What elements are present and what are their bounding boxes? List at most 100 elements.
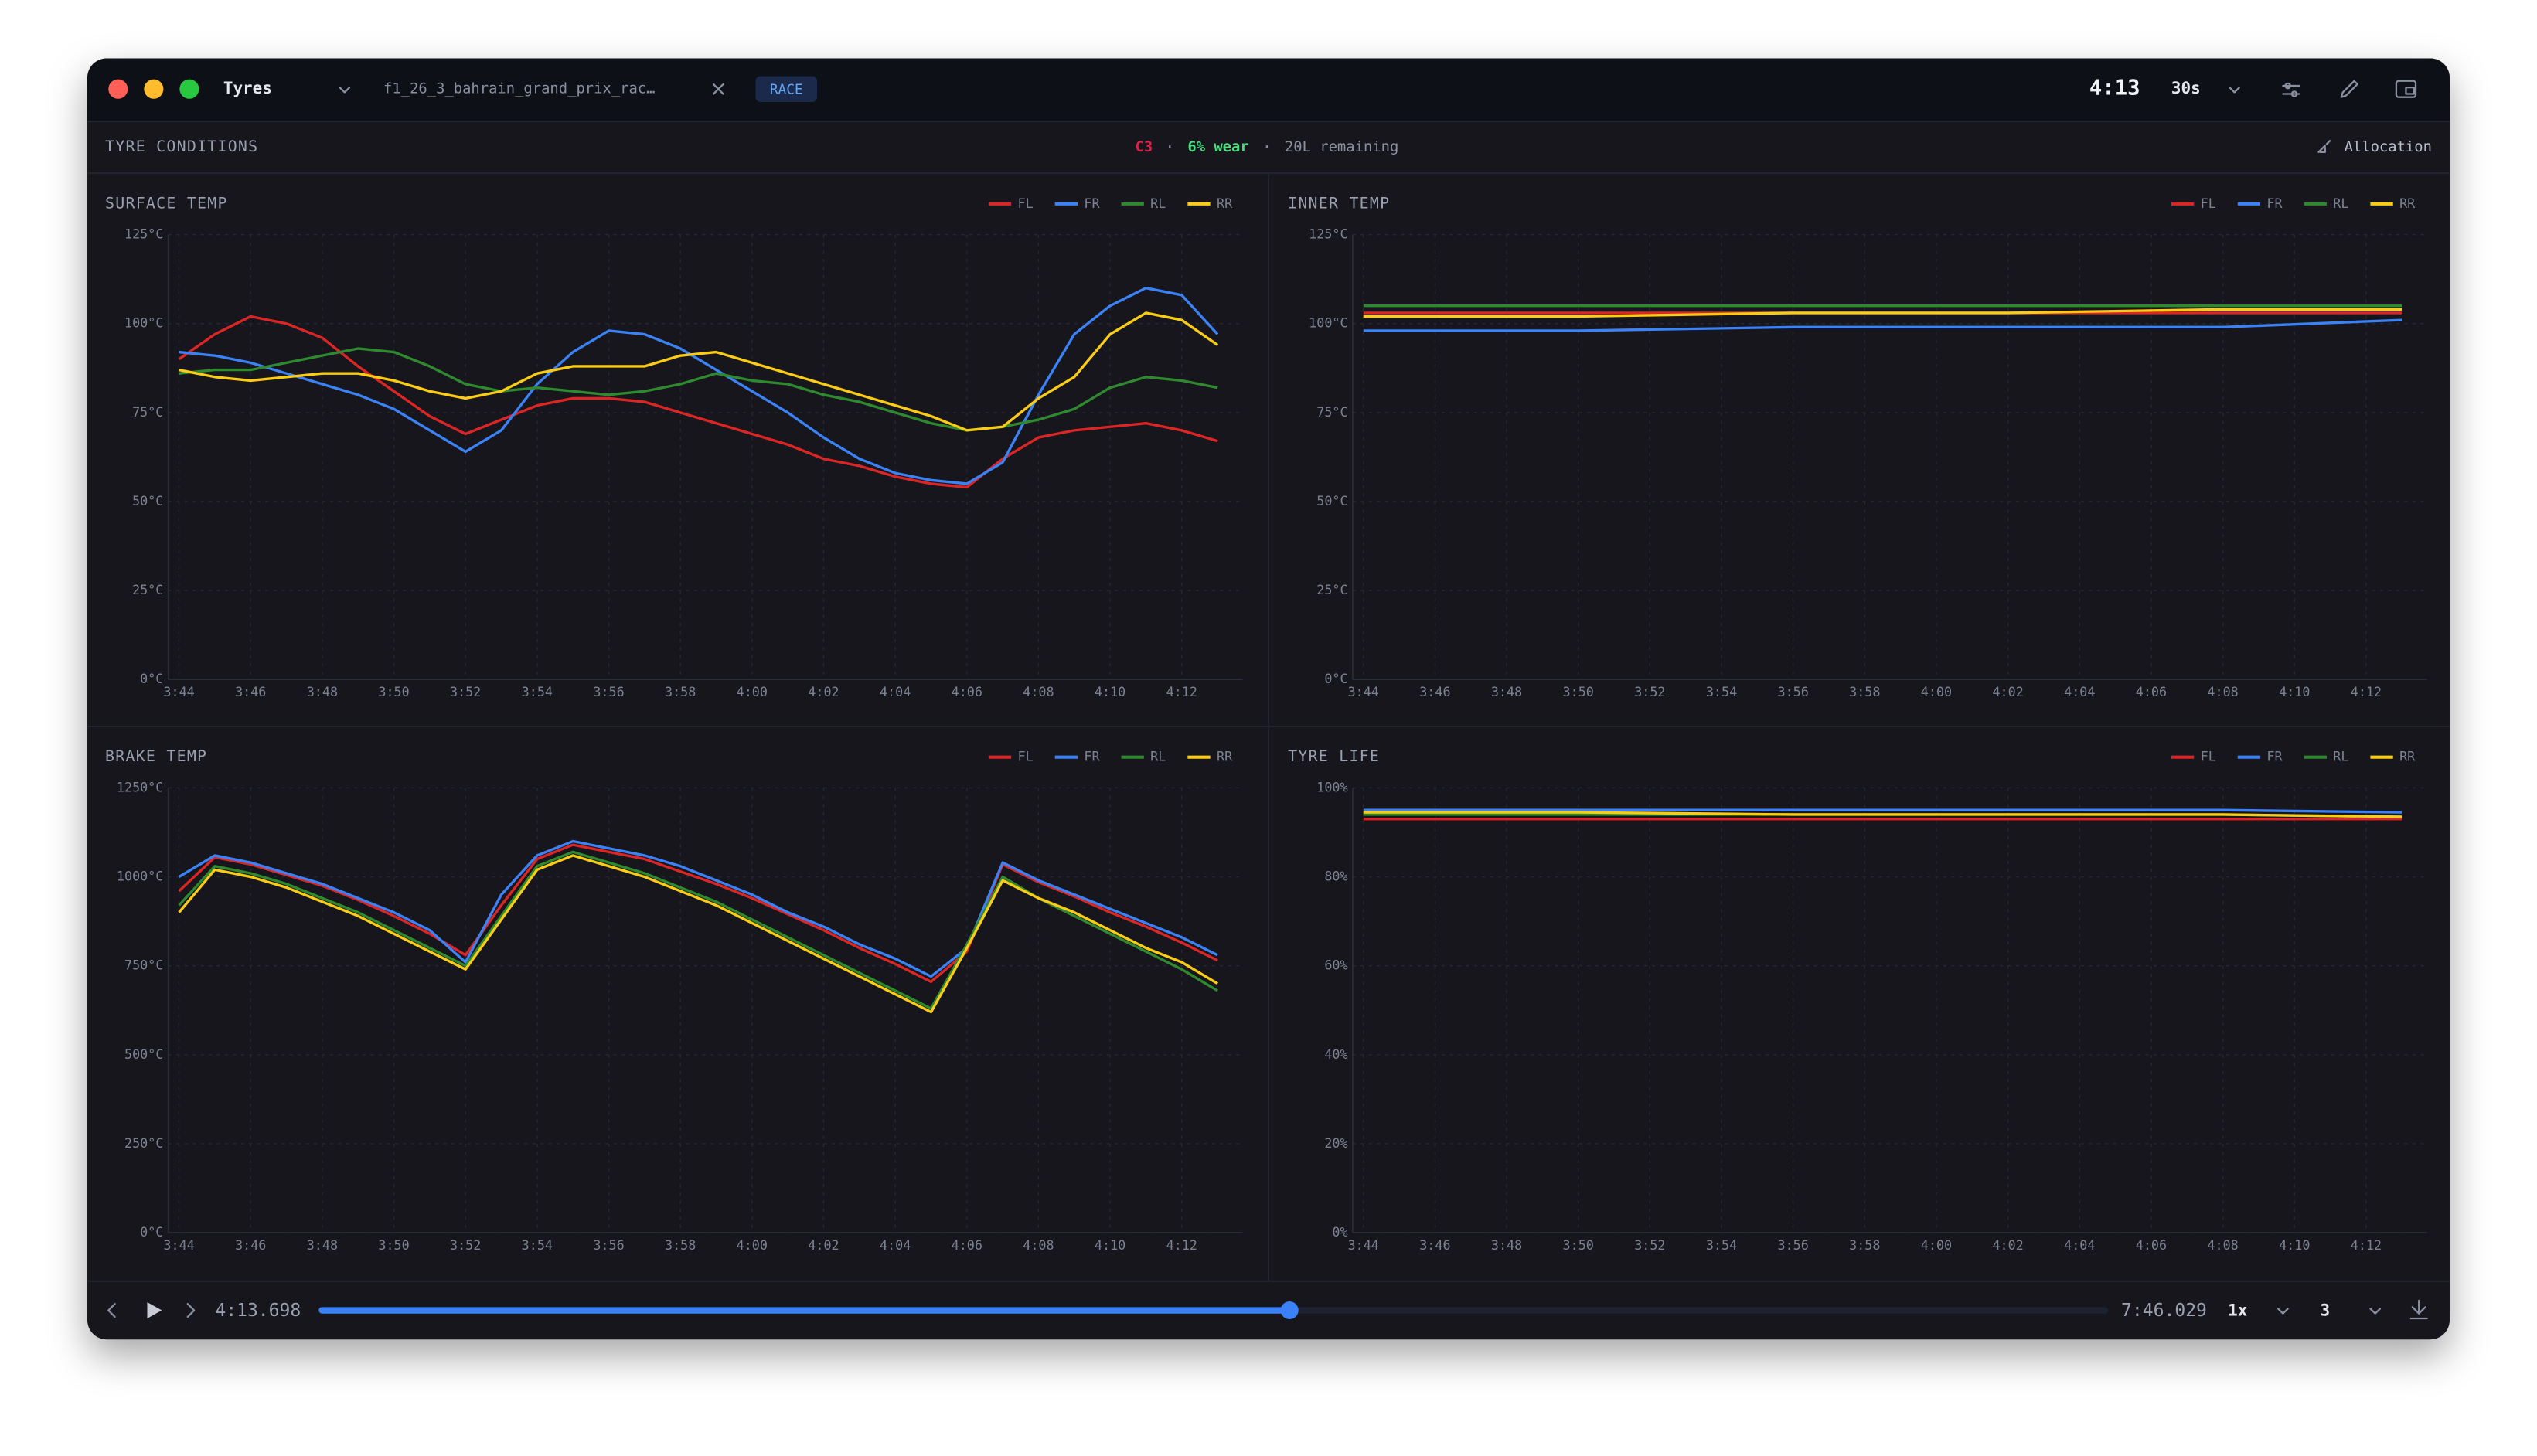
x-tick-label: 4:04: [880, 1237, 911, 1253]
range-select[interactable]: 30s: [2171, 79, 2201, 97]
y-tick-label: 40%: [1324, 1046, 1347, 1062]
close-button[interactable]: [108, 79, 128, 99]
window-title[interactable]: Tyres: [223, 79, 272, 97]
y-tick-label: 125°C: [1309, 226, 1347, 242]
x-tick-label: 4:12: [2351, 1237, 2382, 1253]
dropdown-icon[interactable]: [2369, 1308, 2382, 1315]
separator: ·: [1262, 139, 1271, 155]
current-time: 4:13.698: [215, 1301, 301, 1321]
x-tick-label: 3:54: [1706, 1237, 1737, 1253]
allocation-button[interactable]: Allocation: [2345, 139, 2432, 155]
y-tick-label: 100°C: [124, 315, 163, 331]
x-tick-label: 3:56: [593, 1237, 624, 1253]
title-bar: [87, 58, 2450, 122]
x-tick-label: 4:10: [2279, 1237, 2310, 1253]
race-badge: RACE: [770, 81, 803, 97]
legend-label: FL: [2201, 749, 2216, 764]
speed-select[interactable]: 1x: [2228, 1301, 2248, 1320]
y-tick-label: 100°C: [1309, 315, 1347, 331]
legend-label: RL: [1150, 196, 1166, 211]
x-tick-label: 4:08: [2207, 1237, 2238, 1253]
play-button[interactable]: [147, 1302, 162, 1318]
x-tick-label: 4:06: [952, 684, 982, 699]
remaining: 20L remaining: [1285, 139, 1398, 155]
close-tab-icon[interactable]: [712, 83, 724, 95]
separator: ·: [1166, 139, 1174, 155]
x-tick-label: 3:52: [1634, 684, 1665, 699]
x-tick-label: 4:02: [808, 684, 839, 699]
y-tick-label: 500°C: [124, 1046, 163, 1062]
y-tick-label: 0°C: [140, 1224, 163, 1240]
legend-label: RR: [2399, 749, 2416, 764]
x-tick-label: 4:02: [808, 1237, 839, 1253]
next-button[interactable]: [186, 1302, 196, 1318]
x-tick-label: 3:46: [1419, 1237, 1450, 1253]
x-tick-label: 3:44: [1348, 1237, 1379, 1253]
edit-icon[interactable]: [2340, 80, 2358, 98]
dropdown-icon[interactable]: [2229, 86, 2241, 94]
y-tick-label: 1250°C: [117, 779, 163, 794]
series-line: [1363, 811, 2402, 818]
x-tick-label: 4:00: [1921, 1237, 1952, 1253]
prev-button[interactable]: [107, 1302, 116, 1318]
download-button[interactable]: [2409, 1299, 2428, 1320]
x-tick-label: 4:10: [1095, 684, 1125, 699]
settings-icon[interactable]: [2282, 82, 2300, 97]
x-tick-label: 3:48: [307, 1237, 338, 1253]
x-tick-label: 3:54: [522, 1237, 553, 1253]
compound: C3: [1135, 139, 1153, 155]
x-tick-label: 3:56: [1778, 684, 1809, 699]
clock: 4:13: [2089, 77, 2140, 100]
x-tick-label: 4:04: [2064, 1237, 2095, 1253]
y-tick-label: 80%: [1324, 869, 1347, 884]
y-tick-label: 100%: [1316, 779, 1347, 794]
y-tick-label: 75°C: [132, 404, 163, 420]
x-tick-label: 3:54: [1706, 684, 1737, 699]
legend-label: RL: [2333, 749, 2348, 764]
window-icon[interactable]: [2395, 80, 2417, 98]
series-line: [178, 854, 1218, 1014]
x-tick-label: 3:58: [665, 684, 696, 699]
x-tick-label: 3:52: [1634, 1237, 1665, 1253]
y-tick-label: 0°C: [1324, 671, 1347, 686]
y-tick-label: 1000°C: [117, 869, 163, 884]
legend-label: RR: [1217, 196, 1233, 211]
legend-label: RR: [1217, 749, 1233, 764]
series-line: [179, 347, 1218, 432]
legend-label: FL: [2201, 196, 2216, 211]
x-tick-label: 4:04: [880, 684, 911, 699]
x-tick-label: 3:56: [1778, 1237, 1809, 1253]
dropdown-icon[interactable]: [339, 86, 351, 94]
y-tick-label: 50°C: [1316, 493, 1347, 509]
legend-label: FL: [1018, 749, 1034, 764]
x-tick-label: 3:48: [1491, 684, 1522, 699]
minimize-button[interactable]: [144, 79, 164, 99]
x-tick-label: 4:02: [1992, 684, 2023, 699]
y-tick-label: 75°C: [1316, 404, 1347, 420]
series-line: [178, 843, 1218, 984]
x-tick-label: 4:00: [737, 1237, 768, 1253]
section-title: TYRE CONDITIONS: [105, 138, 258, 155]
x-tick-label: 3:50: [378, 684, 409, 699]
x-tick-label: 4:12: [2351, 684, 2382, 699]
x-tick-label: 3:52: [450, 1237, 481, 1253]
progress-knob[interactable]: [1280, 1301, 1299, 1320]
y-tick-label: 25°C: [132, 582, 163, 597]
maximize-button[interactable]: [179, 79, 199, 99]
x-tick-label: 4:08: [1023, 684, 1054, 699]
dropdown-icon[interactable]: [2276, 1308, 2289, 1315]
x-tick-label: 3:44: [163, 684, 194, 699]
allocation-icon[interactable]: [2317, 140, 2331, 154]
x-tick-label: 3:54: [522, 684, 553, 699]
x-tick-label: 4:08: [1023, 1237, 1054, 1253]
count-select[interactable]: 3: [2320, 1301, 2330, 1320]
x-tick-label: 3:46: [235, 684, 266, 699]
legend-label: FR: [1084, 749, 1100, 764]
x-tick-label: 3:44: [163, 1237, 194, 1253]
file-tab[interactable]: f1_26_3_bahrain_grand_prix_rac…: [383, 81, 655, 97]
charts: SURFACE TEMP 0°C 25°C 50°C 75°C 100°C 125°C 3:4…: [105, 194, 2427, 1253]
x-tick-label: 4:00: [1921, 684, 1952, 699]
x-tick-label: 3:58: [1849, 684, 1880, 699]
x-tick-label: 3:48: [1491, 1237, 1522, 1253]
